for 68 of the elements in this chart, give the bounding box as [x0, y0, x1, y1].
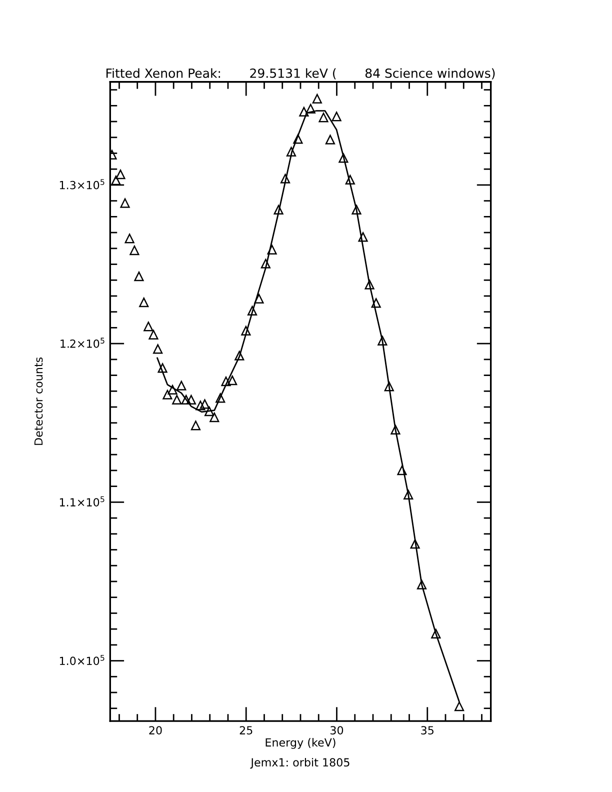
- chart-title: Fitted Xenon Peak: 29.5131 keV ( 84 Science windows): [106, 68, 495, 80]
- point: [144, 322, 154, 332]
- point: [247, 306, 258, 316]
- point: [306, 104, 316, 114]
- x-tick-label: 35: [421, 726, 434, 734]
- point: [345, 174, 355, 185]
- point: [293, 134, 303, 144]
- point: [120, 198, 130, 208]
- x-tick-label: 30: [330, 726, 344, 734]
- point: [176, 380, 186, 390]
- point: [371, 298, 381, 308]
- point: [332, 112, 342, 122]
- point: [358, 232, 368, 242]
- point: [221, 376, 231, 386]
- point: [162, 390, 172, 400]
- point: [186, 394, 196, 405]
- point: [172, 394, 182, 405]
- point: [416, 580, 427, 590]
- point: [124, 234, 134, 244]
- point: [196, 400, 206, 410]
- point: [286, 146, 296, 156]
- point: [134, 272, 144, 282]
- point: [168, 384, 178, 395]
- point: [260, 258, 270, 268]
- point: [312, 94, 322, 104]
- y-tick-label: 1.0×10$^{5}$: [60, 654, 104, 666]
- point: [378, 336, 388, 346]
- point: [241, 326, 251, 336]
- point: [299, 106, 309, 116]
- point: [228, 376, 238, 386]
- point: [158, 363, 168, 373]
- point: [254, 294, 264, 304]
- y-axis-title: Detector counts: [34, 357, 43, 445]
- point: [200, 399, 210, 409]
- point: [111, 176, 121, 186]
- point: [397, 466, 407, 476]
- point: [216, 393, 226, 403]
- point: [210, 412, 220, 422]
- point: [204, 406, 214, 416]
- point: [338, 153, 348, 163]
- point: [274, 204, 284, 215]
- point: [431, 628, 441, 638]
- point: [267, 244, 277, 254]
- point: [181, 394, 191, 405]
- point: [390, 424, 400, 434]
- point: [130, 246, 140, 256]
- point: [410, 539, 420, 549]
- point: [139, 298, 149, 308]
- text: Jemx1: orbit 1805: [250, 758, 350, 769]
- point: [384, 382, 394, 392]
- point: [234, 350, 244, 360]
- point: [116, 170, 126, 180]
- point: [454, 701, 464, 712]
- point: [153, 344, 163, 354]
- point: [404, 490, 414, 500]
- point: [364, 280, 374, 290]
- point: [148, 330, 158, 340]
- x-axis-title: Energy (keV): [266, 738, 336, 749]
- y-tick-label: 1.1×10$^{5}$: [60, 496, 104, 506]
- y-tick-label: 1.2×10$^{5}$: [60, 338, 104, 348]
- point: [280, 174, 290, 184]
- point: [325, 134, 336, 144]
- x-tick-label: 20: [149, 726, 162, 734]
- x-tick-label: 25: [240, 726, 252, 734]
- point: [190, 420, 201, 430]
- y-tick-label: 1.3×10$^{5}$: [60, 179, 104, 190]
- point: [352, 204, 362, 215]
- point: [318, 112, 328, 122]
